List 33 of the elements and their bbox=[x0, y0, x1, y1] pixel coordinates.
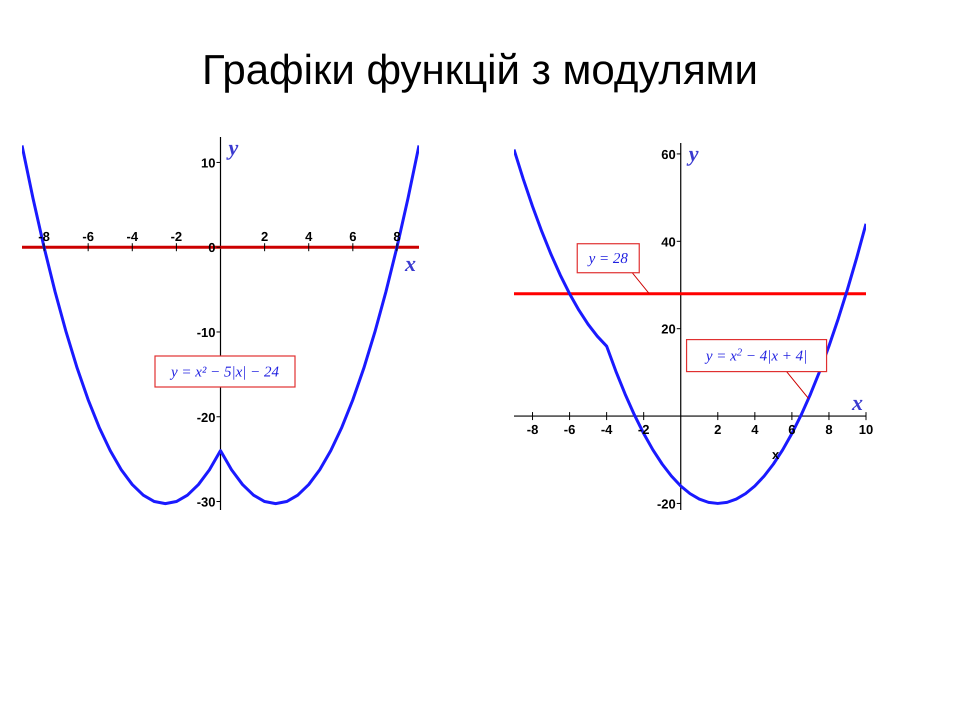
y-tick-label: 60 bbox=[661, 146, 676, 162]
x-tick-label: -8 bbox=[526, 422, 538, 438]
x-axis-title: x bbox=[851, 390, 863, 416]
line-series bbox=[22, 144, 419, 506]
x-tick-label: -2 bbox=[170, 229, 182, 244]
x-tick-label: 2 bbox=[260, 229, 268, 244]
x-tick-label: 4 bbox=[305, 229, 314, 244]
chart-title: Графіки функцій з модулями bbox=[200, 46, 760, 94]
x-tick-label: -6 bbox=[564, 422, 576, 438]
y-tick-label: 0 bbox=[208, 240, 216, 256]
x-tick-label: 10 bbox=[858, 422, 874, 438]
annotation: y = 28 bbox=[586, 251, 628, 268]
x-axis-title: x bbox=[404, 251, 416, 276]
y-tick-label: 40 bbox=[661, 234, 676, 250]
x-tick-label: 6 bbox=[349, 229, 356, 244]
y-tick-label: -10 bbox=[196, 324, 216, 340]
y-axis-title: y bbox=[686, 141, 699, 166]
y-tick-label: -20 bbox=[196, 410, 216, 425]
x-tick-label: 2 bbox=[714, 422, 722, 438]
x-tick-label: -6 bbox=[82, 229, 94, 244]
annotation: y = x$^{2}$ − 4|x + 4| bbox=[704, 347, 808, 365]
x-tick-label: -4 bbox=[600, 422, 614, 438]
y-tick-label: 10 bbox=[201, 155, 216, 170]
x-tick-label: 4 bbox=[751, 422, 760, 438]
annotation: x bbox=[772, 447, 780, 462]
x-tick-label: -4 bbox=[126, 229, 139, 244]
y-tick-label: -30 bbox=[196, 494, 216, 510]
y-tick-label: -20 bbox=[656, 496, 676, 512]
x-tick-label: 8 bbox=[825, 422, 833, 438]
y-tick-label: 20 bbox=[661, 322, 676, 337]
formula-box: y = x² − 5|x| − 24 bbox=[154, 355, 296, 388]
y-axis-title: y bbox=[226, 135, 238, 160]
annotation: y = x² − 5|x| − 24 bbox=[168, 364, 280, 380]
